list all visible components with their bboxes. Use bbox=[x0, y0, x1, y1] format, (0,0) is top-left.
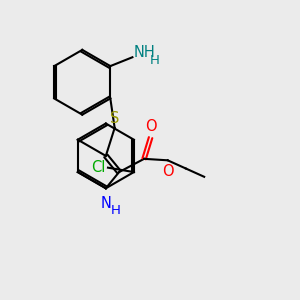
Text: NH: NH bbox=[134, 45, 156, 60]
Text: S: S bbox=[110, 111, 119, 126]
Text: N: N bbox=[100, 196, 111, 211]
Text: H: H bbox=[150, 54, 160, 67]
Text: O: O bbox=[162, 164, 173, 179]
Text: O: O bbox=[145, 119, 156, 134]
Text: Cl: Cl bbox=[91, 160, 105, 175]
Text: H: H bbox=[111, 204, 121, 217]
